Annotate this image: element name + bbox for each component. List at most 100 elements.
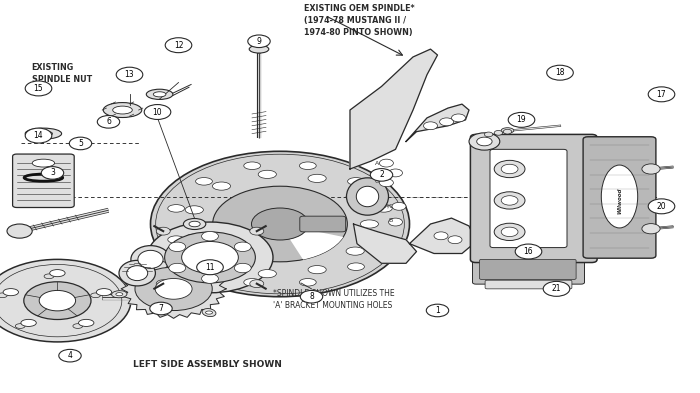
Circle shape — [501, 196, 518, 205]
Ellipse shape — [25, 128, 62, 139]
Text: 12: 12 — [174, 41, 183, 50]
Circle shape — [165, 38, 192, 53]
Text: 6: 6 — [106, 118, 111, 126]
Circle shape — [642, 224, 660, 234]
Text: 19: 19 — [517, 116, 526, 124]
Text: EXISTING OEM SPINDLE*
(1974-78 MUSTANG II /
1974-80 PINTO SHOWN): EXISTING OEM SPINDLE* (1974-78 MUSTANG I… — [304, 4, 415, 37]
Ellipse shape — [348, 263, 365, 270]
Circle shape — [150, 302, 172, 315]
Text: 17: 17 — [657, 90, 666, 99]
Ellipse shape — [146, 89, 173, 99]
Ellipse shape — [348, 178, 365, 185]
Ellipse shape — [168, 205, 185, 212]
Ellipse shape — [346, 247, 364, 255]
Ellipse shape — [195, 178, 212, 185]
Text: 4: 4 — [68, 351, 72, 360]
Circle shape — [452, 114, 466, 122]
Polygon shape — [410, 218, 476, 253]
Text: B: B — [389, 219, 393, 223]
Ellipse shape — [113, 106, 132, 114]
Circle shape — [135, 267, 212, 310]
Circle shape — [389, 169, 402, 177]
Circle shape — [642, 164, 660, 174]
Text: 7: 7 — [159, 304, 163, 313]
Ellipse shape — [131, 246, 170, 273]
Circle shape — [182, 241, 238, 274]
Ellipse shape — [212, 182, 230, 190]
Ellipse shape — [21, 320, 36, 327]
Circle shape — [202, 231, 218, 241]
Circle shape — [494, 223, 525, 241]
Circle shape — [379, 159, 393, 167]
Circle shape — [202, 274, 218, 283]
Circle shape — [97, 116, 120, 128]
Ellipse shape — [104, 103, 141, 118]
Ellipse shape — [186, 206, 204, 214]
Ellipse shape — [91, 293, 101, 298]
Circle shape — [147, 222, 273, 293]
Circle shape — [434, 232, 448, 240]
Polygon shape — [121, 259, 226, 318]
Ellipse shape — [153, 92, 166, 97]
FancyBboxPatch shape — [470, 134, 597, 263]
Ellipse shape — [0, 293, 7, 298]
Ellipse shape — [212, 258, 230, 266]
Circle shape — [379, 179, 393, 187]
Ellipse shape — [119, 260, 155, 286]
Text: 20: 20 — [657, 202, 666, 211]
Ellipse shape — [501, 128, 514, 133]
Circle shape — [116, 67, 143, 82]
Ellipse shape — [356, 186, 379, 207]
FancyBboxPatch shape — [473, 256, 584, 284]
Ellipse shape — [44, 274, 54, 279]
Ellipse shape — [127, 266, 148, 281]
Ellipse shape — [97, 288, 112, 296]
Text: B: B — [374, 170, 379, 174]
Ellipse shape — [206, 311, 213, 314]
Circle shape — [508, 112, 535, 127]
Circle shape — [156, 227, 170, 235]
Circle shape — [484, 132, 493, 137]
Circle shape — [150, 151, 410, 297]
Circle shape — [648, 199, 675, 214]
Ellipse shape — [375, 236, 392, 243]
Ellipse shape — [202, 309, 216, 317]
Circle shape — [234, 242, 251, 252]
Ellipse shape — [197, 261, 204, 264]
Circle shape — [248, 35, 270, 48]
FancyBboxPatch shape — [583, 137, 656, 258]
Circle shape — [426, 304, 449, 317]
Wedge shape — [280, 224, 343, 259]
Circle shape — [25, 128, 52, 143]
Text: 16: 16 — [524, 247, 533, 256]
Text: 13: 13 — [125, 70, 134, 79]
Ellipse shape — [3, 288, 18, 296]
Circle shape — [469, 133, 500, 150]
Circle shape — [213, 186, 347, 262]
Text: 1: 1 — [435, 306, 440, 315]
Circle shape — [547, 65, 573, 80]
Circle shape — [648, 87, 675, 102]
Text: 21: 21 — [552, 285, 561, 293]
Text: 2: 2 — [379, 171, 384, 179]
Circle shape — [515, 244, 542, 259]
Ellipse shape — [15, 324, 25, 329]
Ellipse shape — [258, 170, 276, 178]
Text: 15: 15 — [34, 84, 43, 93]
Ellipse shape — [346, 193, 364, 201]
Circle shape — [59, 349, 81, 362]
Circle shape — [392, 202, 406, 210]
Circle shape — [25, 81, 52, 96]
Ellipse shape — [186, 234, 204, 242]
Circle shape — [477, 137, 492, 146]
Text: A: A — [374, 161, 379, 165]
Text: 3: 3 — [50, 169, 55, 177]
Circle shape — [39, 290, 76, 311]
FancyBboxPatch shape — [485, 280, 572, 289]
Circle shape — [169, 263, 186, 273]
Text: 9: 9 — [257, 37, 261, 46]
Text: 8: 8 — [309, 292, 314, 301]
Ellipse shape — [258, 270, 276, 278]
Ellipse shape — [375, 205, 392, 212]
Ellipse shape — [195, 263, 212, 270]
